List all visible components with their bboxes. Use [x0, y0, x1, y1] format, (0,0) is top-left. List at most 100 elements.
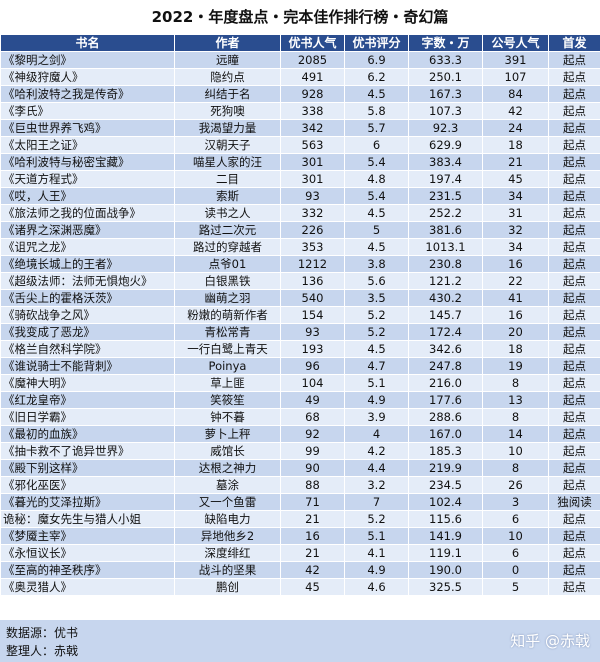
- cell-rating: 4.5: [344, 85, 409, 103]
- table-row: 《骑砍战争之风》 粉嫩的萌新作者 154 5.2 145.7 16 起点: [0, 306, 600, 324]
- cell-rating: 6.2: [344, 68, 409, 86]
- cell-account-popularity: 84: [482, 85, 549, 103]
- cell-rating: 5.8: [344, 102, 409, 120]
- cell-book-title: 《绝境长城上的王者》: [0, 255, 175, 273]
- table-row: 《魔神大明》 草上匪 104 5.1 216.0 8 起点: [0, 374, 600, 392]
- cell-rating: 4.9: [344, 561, 409, 579]
- cell-first-publish: 起点: [548, 510, 600, 528]
- cell-book-title: 《天道方程式》: [0, 170, 175, 188]
- table-row: 《格兰自然科学院》 一行白鹭上青天 193 4.5 342.6 18 起点: [0, 340, 600, 358]
- table-row: 《天道方程式》 二目 301 4.8 197.4 45 起点: [0, 170, 600, 188]
- cell-rating: 5.4: [344, 187, 409, 205]
- cell-author: 青松常青: [174, 323, 281, 341]
- data-source-text: 数据源：优书: [6, 626, 79, 640]
- table-row: 《永恒议长》 深度绯红 21 4.1 119.1 6 起点: [0, 544, 600, 562]
- cell-book-title: 《我变成了恶龙》: [0, 323, 175, 341]
- cell-popularity: 68: [280, 408, 345, 426]
- cell-word-count: 231.5: [408, 187, 483, 205]
- table-row: 《诅咒之龙》 路过的穿越者 353 4.5 1013.1 34 起点: [0, 238, 600, 256]
- cell-author: 路过的穿越者: [174, 238, 281, 256]
- cell-first-publish: 起点: [548, 323, 600, 341]
- table-row: 《诸界之深渊恶魔》 路过二次元 226 5 381.6 32 起点: [0, 221, 600, 239]
- cell-account-popularity: 14: [482, 425, 549, 443]
- cell-author: 达根之神力: [174, 459, 281, 477]
- cell-author: 深度绯红: [174, 544, 281, 562]
- cell-author: 远瞳: [174, 51, 281, 69]
- cell-word-count: 185.3: [408, 442, 483, 460]
- cell-book-title: 《抽卡救不了诡异世界》: [0, 442, 175, 460]
- cell-rating: 4.9: [344, 391, 409, 409]
- cell-book-title: 《巨虫世界养飞鸡》: [0, 119, 175, 137]
- cell-word-count: 325.5: [408, 578, 483, 596]
- table-row: 诡秘：魔女先生与猎人小姐 缺陷电力 21 5.2 115.6 6 起点: [0, 510, 600, 528]
- cell-account-popularity: 19: [482, 357, 549, 375]
- cell-popularity: 342: [280, 119, 345, 137]
- cell-book-title: 《红龙皇帝》: [0, 391, 175, 409]
- cell-first-publish: 起点: [548, 119, 600, 137]
- table-row: 《巨虫世界养飞鸡》 我渴望力量 342 5.7 92.3 24 起点: [0, 119, 600, 137]
- cell-author: 威馆长: [174, 442, 281, 460]
- cell-book-title: 《旧日学霸》: [0, 408, 175, 426]
- cell-rating: 4.7: [344, 357, 409, 375]
- table-row: 《李氏》 死狗噢 338 5.8 107.3 42 起点: [0, 102, 600, 120]
- table-row: 《抽卡救不了诡异世界》 威馆长 99 4.2 185.3 10 起点: [0, 442, 600, 460]
- cell-book-title: 《哈利波特与秘密宝藏》: [0, 153, 175, 171]
- cell-account-popularity: 34: [482, 187, 549, 205]
- cell-book-title: 《哎，人王》: [0, 187, 175, 205]
- cell-first-publish: 起点: [548, 272, 600, 290]
- cell-account-popularity: 20: [482, 323, 549, 341]
- table-header-row: 书名 作者 优书人气 优书评分 字数・万 公号人气 首发: [0, 34, 600, 52]
- table-row: 《黎明之剑》 远瞳 2085 6.9 633.3 391 起点: [0, 51, 600, 69]
- cell-author: 读书之人: [174, 204, 281, 222]
- cell-account-popularity: 45: [482, 170, 549, 188]
- table-row: 《邪化巫医》 墓涂 88 3.2 234.5 26 起点: [0, 476, 600, 494]
- cell-account-popularity: 18: [482, 136, 549, 154]
- cell-account-popularity: 24: [482, 119, 549, 137]
- cell-popularity: 193: [280, 340, 345, 358]
- table-row: 《最初的血族》 萝卜上秤 92 4 167.0 14 起点: [0, 425, 600, 443]
- cell-book-title: 《邪化巫医》: [0, 476, 175, 494]
- cell-popularity: 301: [280, 170, 345, 188]
- table-row: 《哈利波特与秘密宝藏》 喵星人家的汪 301 5.4 383.4 21 起点: [0, 153, 600, 171]
- cell-author: 鹏创: [174, 578, 281, 596]
- cell-account-popularity: 18: [482, 340, 549, 358]
- cell-rating: 5.6: [344, 272, 409, 290]
- ranking-table: 书名 作者 优书人气 优书评分 字数・万 公号人气 首发 《黎明之剑》 远瞳 208…: [0, 34, 600, 596]
- cell-word-count: 177.6: [408, 391, 483, 409]
- table-row: 《暮光的艾泽拉斯》 又一个鱼雷 71 7 102.4 3 独阅读: [0, 493, 600, 511]
- cell-popularity: 301: [280, 153, 345, 171]
- cell-rating: 4.5: [344, 340, 409, 358]
- cell-first-publish: 起点: [548, 187, 600, 205]
- cell-rating: 3.2: [344, 476, 409, 494]
- cell-author: 白银黑铁: [174, 272, 281, 290]
- cell-first-publish: 起点: [548, 306, 600, 324]
- cell-account-popularity: 107: [482, 68, 549, 86]
- cell-book-title: 《最初的血族》: [0, 425, 175, 443]
- compiler-text: 整理人：赤戟: [6, 644, 79, 658]
- table-row: 《至高的神圣秩序》 战斗的坚果 42 4.9 190.0 0 起点: [0, 561, 600, 579]
- cell-popularity: 92: [280, 425, 345, 443]
- cell-book-title: 《旅法师之我的位面战争》: [0, 204, 175, 222]
- cell-word-count: 247.8: [408, 357, 483, 375]
- cell-word-count: 1013.1: [408, 238, 483, 256]
- cell-first-publish: 起点: [548, 85, 600, 103]
- cell-first-publish: 起点: [548, 204, 600, 222]
- cell-popularity: 90: [280, 459, 345, 477]
- cell-book-title: 《太阳王之证》: [0, 136, 175, 154]
- table-row: 《奥灵猎人》 鹏创 45 4.6 325.5 5 起点: [0, 578, 600, 596]
- cell-book-title: 《李氏》: [0, 102, 175, 120]
- cell-popularity: 99: [280, 442, 345, 460]
- cell-author: 异地他乡2: [174, 527, 281, 545]
- cell-word-count: 430.2: [408, 289, 483, 307]
- cell-first-publish: 起点: [548, 476, 600, 494]
- cell-popularity: 353: [280, 238, 345, 256]
- table-row: 《神级狩魔人》 隐约点 491 6.2 250.1 107 起点: [0, 68, 600, 86]
- cell-rating: 5.2: [344, 510, 409, 528]
- cell-popularity: 93: [280, 187, 345, 205]
- cell-author: 墓涂: [174, 476, 281, 494]
- cell-rating: 4.6: [344, 578, 409, 596]
- cell-popularity: 49: [280, 391, 345, 409]
- cell-first-publish: 起点: [548, 544, 600, 562]
- cell-author: 又一个鱼雷: [174, 493, 281, 511]
- cell-book-title: 《奥灵猎人》: [0, 578, 175, 596]
